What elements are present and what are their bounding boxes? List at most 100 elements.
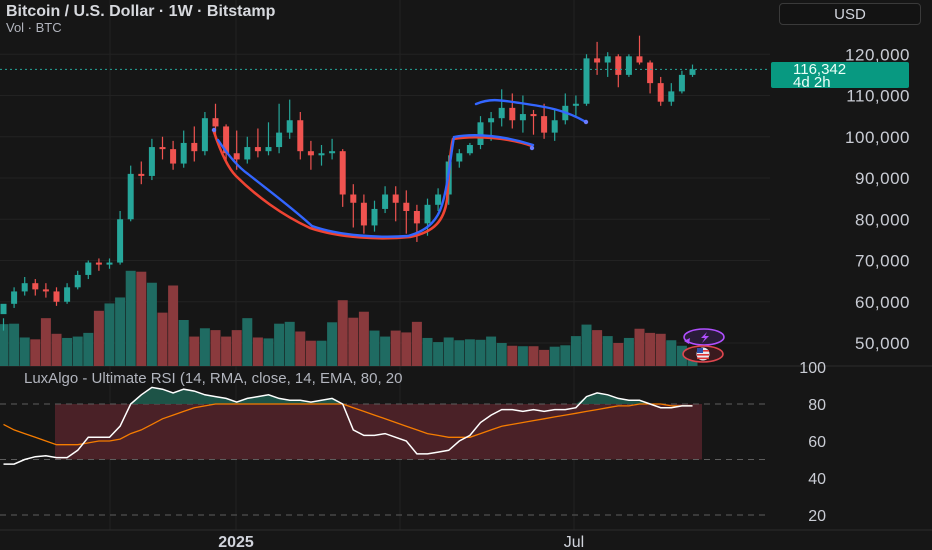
volume-bars bbox=[0, 270, 698, 366]
price-axis-label: 90,000 bbox=[855, 169, 910, 188]
price-axis-label: 70,000 bbox=[855, 252, 910, 271]
volume-bar bbox=[146, 282, 157, 366]
candle-body bbox=[657, 83, 664, 102]
rsi-axis[interactable]: 100 80 60 40 20 bbox=[799, 360, 826, 525]
candle-body bbox=[530, 114, 537, 117]
candle-body bbox=[117, 219, 124, 263]
rsi-fill-zone bbox=[55, 404, 702, 460]
lightning-bolt bbox=[701, 332, 709, 343]
volume-bar bbox=[337, 300, 348, 366]
candle-body bbox=[254, 147, 261, 152]
rsi-axis-label: 80 bbox=[808, 397, 826, 414]
rsi-overbought-fill bbox=[3, 387, 693, 404]
candle-body bbox=[21, 283, 28, 292]
volume-bar bbox=[19, 337, 30, 366]
drawing-anchor bbox=[529, 145, 535, 151]
volume-bar bbox=[454, 340, 465, 366]
volume-bar bbox=[592, 330, 603, 366]
candle-body bbox=[127, 173, 134, 220]
price-axis-label: 120,000 bbox=[845, 45, 910, 64]
currency-button[interactable]: USD bbox=[779, 3, 921, 25]
candle-body bbox=[106, 262, 113, 265]
price-axis-label: 110,000 bbox=[846, 87, 910, 106]
candle-body bbox=[212, 118, 219, 127]
drawing-anchor bbox=[583, 119, 589, 125]
volume-bar bbox=[433, 342, 444, 366]
candle-body bbox=[413, 211, 420, 224]
candle-body bbox=[382, 194, 389, 209]
volume-bar bbox=[475, 339, 486, 366]
candle-body bbox=[519, 114, 526, 121]
candle-body bbox=[307, 151, 314, 156]
candle-body bbox=[148, 147, 155, 176]
volume-bar bbox=[411, 321, 422, 366]
volume-bar bbox=[189, 336, 200, 366]
volume-bar bbox=[613, 343, 624, 366]
volume-bar bbox=[517, 346, 528, 366]
time-axis-label: Jul bbox=[564, 534, 584, 550]
chart-title: Bitcoin / U.S. Dollar · 1W · Bitstamp bbox=[6, 3, 276, 20]
blue-drawing bbox=[216, 98, 588, 238]
candle-body bbox=[583, 58, 590, 104]
volume-bar bbox=[645, 332, 656, 366]
rsi-pane bbox=[0, 386, 770, 516]
indicator-icons[interactable] bbox=[682, 328, 725, 363]
volume-bar bbox=[464, 339, 475, 366]
time-axis[interactable]: 2025 Jul bbox=[218, 534, 584, 550]
last-price-tag: 116,342 4d 2h bbox=[771, 61, 909, 90]
price-axis-label: 60,000 bbox=[855, 293, 910, 312]
candle-body bbox=[170, 149, 177, 164]
volume-bar bbox=[104, 303, 115, 366]
rsi-line bbox=[3, 386, 693, 465]
price-axis-label: 50,000 bbox=[855, 334, 910, 353]
volume-bar bbox=[252, 337, 263, 366]
volume-bar bbox=[560, 345, 571, 366]
volume-bar bbox=[634, 328, 645, 366]
volume-bar bbox=[369, 330, 380, 366]
rsi-axis-label: 20 bbox=[808, 508, 826, 525]
candle-body bbox=[392, 194, 399, 203]
volume-bar bbox=[199, 328, 210, 366]
candle-body bbox=[191, 142, 198, 152]
flag-stripe bbox=[697, 354, 709, 356]
volume-bar bbox=[83, 332, 94, 366]
candle-body bbox=[615, 56, 622, 75]
volume-bar bbox=[263, 338, 274, 366]
last-price: 116,342 bbox=[793, 61, 847, 78]
volume-bar bbox=[676, 345, 687, 366]
candle-body bbox=[689, 69, 696, 75]
candle-body bbox=[223, 126, 230, 154]
candle-body bbox=[32, 283, 39, 290]
candle-body bbox=[371, 208, 378, 226]
volume-bar bbox=[581, 324, 592, 366]
rsi-indicator-label[interactable]: LuxAlgo - Ultimate RSI (14, RMA, close, … bbox=[24, 370, 403, 387]
volume-bar bbox=[168, 285, 179, 366]
candle-body bbox=[138, 173, 145, 176]
volume-bar bbox=[221, 336, 232, 366]
volume-bar bbox=[602, 336, 613, 366]
candles bbox=[0, 35, 770, 331]
volume-bar bbox=[327, 322, 338, 366]
candle-body bbox=[435, 194, 442, 205]
candle-body bbox=[541, 116, 548, 133]
candle-body bbox=[466, 145, 473, 154]
candle-body bbox=[233, 153, 240, 160]
volume-bar bbox=[507, 345, 518, 366]
candle-body bbox=[668, 91, 675, 102]
candle-body bbox=[329, 151, 336, 154]
volume-bar bbox=[231, 330, 242, 366]
volume-bar bbox=[528, 346, 539, 366]
lightning-icon-marker bbox=[684, 338, 690, 344]
volume-bar bbox=[570, 336, 581, 366]
candle-body bbox=[53, 291, 60, 302]
price-axis[interactable]: 120,000 110,000 100,000 90,000 80,000 70,000 6… bbox=[845, 45, 910, 353]
volume-bar bbox=[443, 337, 454, 366]
candle-body bbox=[678, 74, 685, 92]
volume-bar bbox=[125, 270, 136, 366]
candle-body bbox=[350, 194, 357, 203]
drawing-annotations[interactable] bbox=[211, 98, 589, 240]
us-flag-icon bbox=[682, 345, 724, 363]
volume-bar bbox=[93, 310, 104, 366]
candle-body bbox=[159, 147, 166, 150]
